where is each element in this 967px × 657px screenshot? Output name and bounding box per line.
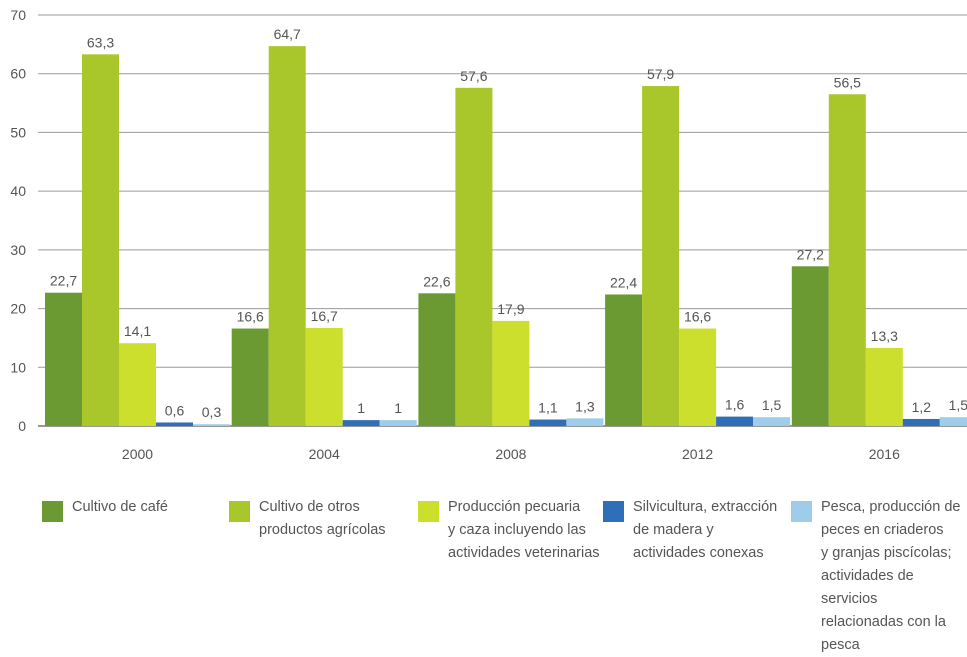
data-label: 56,5 — [834, 74, 861, 90]
data-label: 1,5 — [949, 397, 967, 413]
bar-chart: 0 10 20 30 40 50 60 70 22,7 63,3 14,1 0,6 0,3 2000 16,… — [10, 7, 967, 462]
y-tick-label: 10 — [10, 359, 26, 375]
legend-label-line: relacionadas con la — [821, 614, 946, 630]
x-tick-label: 2000 — [122, 446, 153, 462]
y-tick-label: 20 — [10, 301, 26, 317]
x-tick-label: 2008 — [495, 446, 526, 462]
bar — [156, 422, 193, 426]
data-label: 57,6 — [460, 68, 487, 84]
legend-item: Cultivo de café — [42, 496, 168, 522]
legend-label-line: actividades conexas — [633, 545, 764, 561]
bar — [753, 417, 791, 426]
data-label: 63,3 — [87, 34, 114, 50]
data-label: 16,7 — [311, 308, 338, 324]
legend-label-line: Cultivo de café — [72, 499, 168, 515]
legend-item: Silvicultura, extracción de madera y activ… — [603, 496, 777, 565]
legend-label-line: Pesca, producción de — [821, 499, 961, 515]
y-tick-label: 70 — [10, 7, 26, 23]
data-label: 13,3 — [871, 328, 898, 344]
bar — [529, 419, 567, 426]
x-tick-label: 2012 — [682, 446, 713, 462]
data-label: 0,3 — [202, 404, 222, 420]
legend-swatch — [791, 501, 812, 522]
data-label: 1,1 — [538, 400, 558, 416]
legend-item: Cultivo de otros productos agrícolas — [229, 496, 386, 542]
y-tick-label: 50 — [10, 124, 26, 140]
legend-label: Producción pecuaria y caza incluyendo las… — [448, 496, 600, 565]
data-label: 1 — [357, 400, 365, 416]
data-label: 1 — [394, 400, 402, 416]
legend: Cultivo de café Cultivo de otros productos… — [0, 496, 967, 653]
y-tick-label: 40 — [10, 183, 26, 199]
bar — [418, 293, 456, 426]
bar — [605, 294, 643, 426]
y-tick-label: 0 — [18, 418, 26, 434]
legend-label-line: Producción pecuaria — [448, 499, 581, 515]
data-label: 16,6 — [237, 309, 264, 325]
bar — [828, 94, 866, 426]
data-label: 27,2 — [797, 246, 824, 262]
data-label: 14,1 — [124, 323, 151, 339]
legend-label-line: Cultivo de otros — [259, 499, 360, 515]
bar — [902, 418, 940, 426]
data-label: 64,7 — [274, 26, 301, 42]
bar — [679, 328, 717, 426]
data-label: 17,9 — [497, 301, 524, 317]
legend-swatch — [418, 501, 439, 522]
data-label: 22,6 — [423, 273, 450, 289]
bar — [119, 343, 156, 426]
legend-label: Pesca, producción de peces en criaderos y … — [821, 496, 967, 657]
bar — [566, 418, 604, 426]
legend-label: Silvicultura, extracción de madera y activ… — [633, 496, 777, 565]
legend-label: Cultivo de café — [72, 496, 168, 519]
legend-label-line: Silvicultura, extracción — [633, 499, 778, 515]
data-label: 22,7 — [50, 273, 77, 289]
bar — [342, 420, 380, 426]
legend-label-line: de madera y — [633, 522, 714, 538]
bar — [268, 46, 306, 427]
bar — [455, 87, 493, 426]
data-label: 1,5 — [762, 397, 782, 413]
bar — [791, 266, 829, 426]
data-label: 1,2 — [912, 399, 932, 415]
legend-swatch — [603, 501, 624, 522]
bar — [45, 292, 82, 426]
y-tick-label: 60 — [10, 66, 26, 82]
bar — [716, 416, 754, 426]
data-label: 22,4 — [610, 274, 637, 290]
data-label: 0,6 — [165, 402, 185, 418]
legend-label-line: actividades de servicios — [821, 568, 914, 607]
y-tick-label: 30 — [10, 242, 26, 258]
bar — [492, 320, 530, 426]
data-label: 1,3 — [575, 398, 595, 414]
legend-label-line: peces en criaderos — [821, 522, 944, 538]
x-tick-label: 2016 — [869, 446, 900, 462]
legend-swatch — [42, 501, 63, 522]
legend-label-line: productos agrícolas — [259, 522, 386, 538]
legend-label-line: pesca — [821, 637, 860, 653]
legend-label-line: actividades veterinarias — [448, 545, 600, 561]
bar — [642, 86, 680, 427]
bar — [193, 424, 230, 426]
legend-label-line: y granjas piscícolas; — [821, 545, 952, 561]
data-label: 57,9 — [647, 66, 674, 82]
bar — [82, 54, 119, 427]
x-tick-label: 2004 — [309, 446, 340, 462]
bar — [939, 417, 967, 426]
legend-item: Producción pecuaria y caza incluyendo las… — [418, 496, 600, 565]
legend-swatch — [229, 501, 250, 522]
bar — [305, 327, 343, 426]
legend-label: Cultivo de otros productos agrícolas — [259, 496, 386, 542]
bar — [231, 328, 269, 426]
data-label: 16,6 — [684, 309, 711, 325]
legend-label-line: y caza incluyendo las — [448, 522, 586, 538]
legend-item: Pesca, producción de peces en criaderos y … — [791, 496, 967, 657]
bar — [865, 347, 903, 426]
bar — [379, 420, 417, 426]
data-label: 1,6 — [725, 397, 745, 413]
